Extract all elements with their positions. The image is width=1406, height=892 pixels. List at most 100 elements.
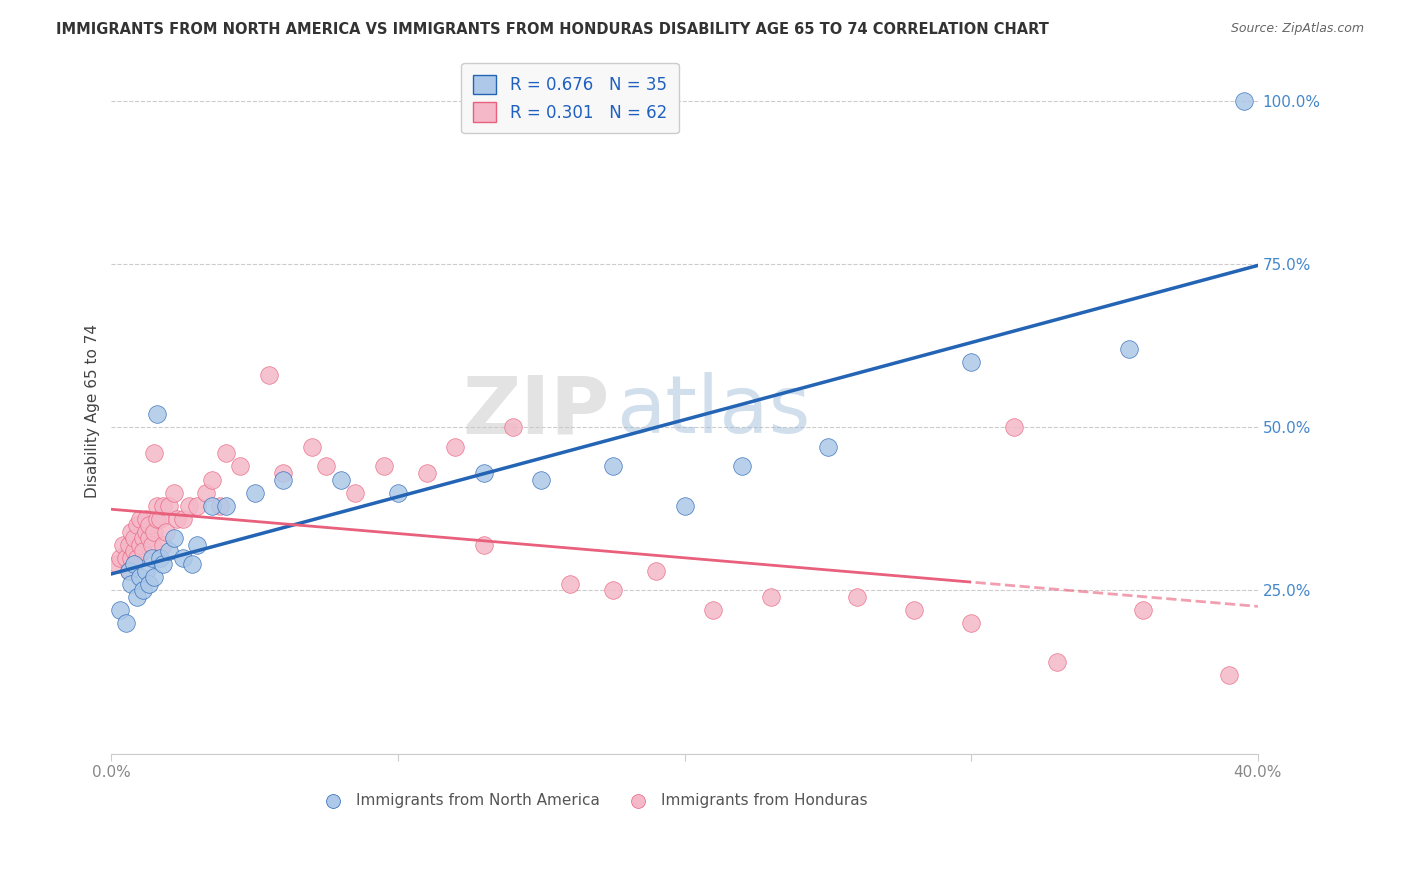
Point <box>135 564 157 578</box>
Point <box>146 511 169 525</box>
Legend: Immigrants from North America, Immigrants from Honduras: Immigrants from North America, Immigrant… <box>312 787 875 814</box>
Point <box>163 531 186 545</box>
Point <box>163 485 186 500</box>
Point <box>1218 668 1240 682</box>
Point <box>645 564 668 578</box>
Point <box>108 550 131 565</box>
Point <box>558 577 581 591</box>
Point <box>135 524 157 539</box>
Point <box>117 564 139 578</box>
Point <box>1232 94 1254 108</box>
Point <box>129 538 152 552</box>
Point <box>502 420 524 434</box>
Point <box>180 558 202 572</box>
Point <box>215 446 238 460</box>
Point <box>135 511 157 525</box>
Point <box>602 583 624 598</box>
Y-axis label: Disability Age 65 to 74: Disability Age 65 to 74 <box>86 324 100 498</box>
Point <box>344 485 367 500</box>
Point <box>121 577 143 591</box>
Point <box>166 511 188 525</box>
Point <box>759 590 782 604</box>
Point <box>114 615 136 630</box>
Point <box>146 407 169 421</box>
Point <box>141 550 163 565</box>
Point <box>117 564 139 578</box>
Point <box>903 603 925 617</box>
Point <box>673 499 696 513</box>
Point <box>124 558 146 572</box>
Point <box>472 538 495 552</box>
Point <box>124 531 146 545</box>
Point <box>127 590 149 604</box>
Point <box>472 466 495 480</box>
Point <box>149 550 172 565</box>
Point <box>315 459 337 474</box>
Point <box>157 499 180 513</box>
Point <box>530 473 553 487</box>
Point <box>105 558 128 572</box>
Point <box>152 499 174 513</box>
Point <box>1002 420 1025 434</box>
Point <box>117 538 139 552</box>
Point <box>186 499 208 513</box>
Point <box>121 550 143 565</box>
Point <box>127 518 149 533</box>
Point <box>157 544 180 558</box>
Point <box>1046 655 1069 669</box>
Point <box>177 499 200 513</box>
Point <box>172 550 194 565</box>
Point <box>111 538 134 552</box>
Point <box>201 473 224 487</box>
Point <box>127 550 149 565</box>
Point <box>138 577 160 591</box>
Point <box>108 603 131 617</box>
Point <box>124 544 146 558</box>
Point <box>132 544 155 558</box>
Point <box>257 368 280 383</box>
Text: Source: ZipAtlas.com: Source: ZipAtlas.com <box>1230 22 1364 36</box>
Point <box>273 473 295 487</box>
Point <box>143 446 166 460</box>
Point <box>129 511 152 525</box>
Point <box>132 583 155 598</box>
Point <box>132 531 155 545</box>
Point <box>152 558 174 572</box>
Point <box>138 518 160 533</box>
Point <box>243 485 266 500</box>
Point <box>329 473 352 487</box>
Point <box>172 511 194 525</box>
Point <box>195 485 218 500</box>
Point <box>141 538 163 552</box>
Point <box>186 538 208 552</box>
Point <box>301 440 323 454</box>
Point <box>602 459 624 474</box>
Text: IMMIGRANTS FROM NORTH AMERICA VS IMMIGRANTS FROM HONDURAS DISABILITY AGE 65 TO 7: IMMIGRANTS FROM NORTH AMERICA VS IMMIGRA… <box>56 22 1049 37</box>
Point <box>273 466 295 480</box>
Point <box>215 499 238 513</box>
Point <box>149 511 172 525</box>
Point <box>121 524 143 539</box>
Point <box>1118 342 1140 356</box>
Point <box>229 459 252 474</box>
Point <box>817 440 839 454</box>
Point <box>146 499 169 513</box>
Point <box>129 570 152 584</box>
Point <box>415 466 437 480</box>
Point <box>114 550 136 565</box>
Point <box>731 459 754 474</box>
Point <box>209 499 232 513</box>
Text: ZIP: ZIP <box>463 372 610 450</box>
Point <box>1132 603 1154 617</box>
Point <box>143 570 166 584</box>
Point <box>387 485 409 500</box>
Point <box>373 459 395 474</box>
Point <box>702 603 724 617</box>
Text: atlas: atlas <box>616 372 810 450</box>
Point <box>960 615 983 630</box>
Point <box>201 499 224 513</box>
Point <box>138 531 160 545</box>
Point <box>960 355 983 369</box>
Point <box>444 440 467 454</box>
Point <box>845 590 868 604</box>
